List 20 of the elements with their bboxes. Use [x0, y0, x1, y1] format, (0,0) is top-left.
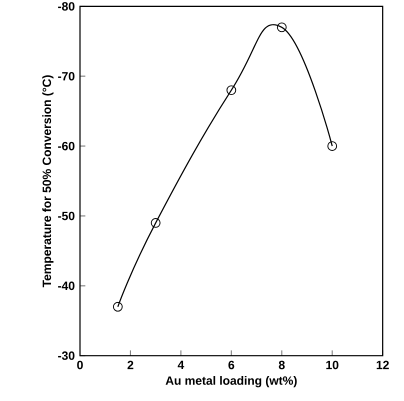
- x-tick-label: 10: [326, 360, 338, 370]
- point: [226, 85, 236, 96]
- y-tick-label: -30: [58, 351, 74, 360]
- x-tick-label: 6: [228, 360, 234, 370]
- x-axis-title: Au metal loading (wt%): [166, 376, 297, 388]
- point: [112, 302, 123, 312]
- x-tick-label: 2: [128, 360, 134, 370]
- y-tick-label: -40: [58, 282, 74, 290]
- point: [150, 218, 161, 228]
- y-tick-label: -70: [58, 72, 74, 80]
- y-tick-label: -50: [58, 212, 74, 220]
- point: [327, 141, 338, 151]
- y-tick-label: -80: [58, 2, 74, 11]
- x-tick-label: 4: [178, 360, 184, 369]
- point: [276, 22, 287, 32]
- x-tick-label: 12: [376, 360, 389, 370]
- x-tick-label: 0: [77, 360, 83, 370]
- y-tick-label: -60: [58, 142, 74, 150]
- x-tick-label: 8: [278, 360, 285, 370]
- y-axis-title: Temperature for 50% Conversion (°C): [42, 75, 54, 288]
